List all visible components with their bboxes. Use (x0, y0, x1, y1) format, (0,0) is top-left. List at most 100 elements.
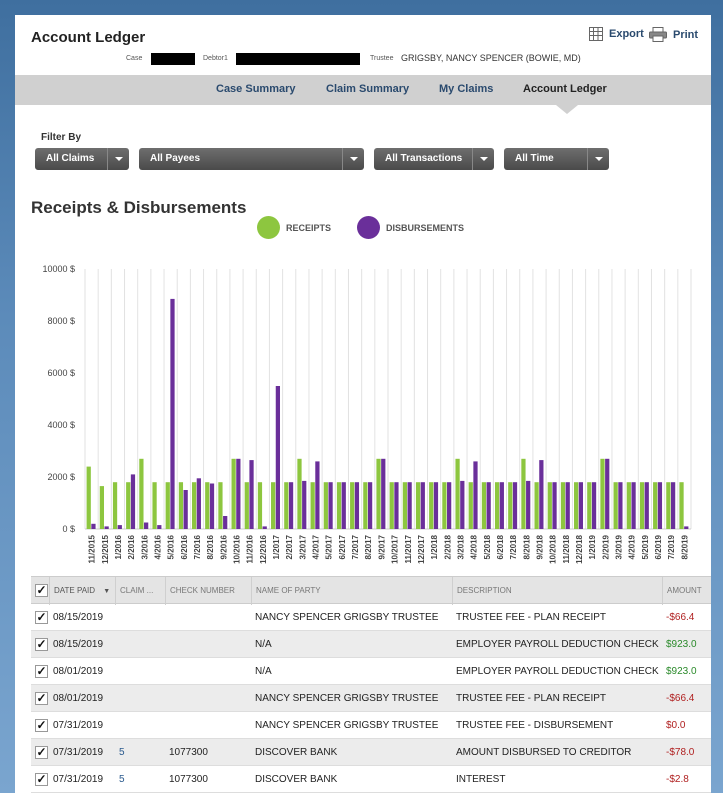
row-checkbox[interactable]: ✓ (35, 637, 48, 651)
table-row[interactable]: ✓ 07/31/2019 NANCY SPENCER GRIGSBY TRUSTEE… (31, 712, 711, 739)
cell-description: TRUSTEE FEE - PLAN RECEIPT (456, 612, 607, 623)
receipts-bar (310, 482, 315, 529)
table-row[interactable]: ✓ 08/15/2019 NANCY SPENCER GRIGSBY TRUSTEE… (31, 604, 711, 631)
cell-description: AMOUNT DISBURSED TO CREDITOR (456, 747, 632, 758)
table-row[interactable]: ✓ 08/15/2019 N/A EMPLOYER PAYROLL DEDUCTION… (31, 631, 711, 658)
cell-claim[interactable] (119, 685, 165, 712)
tab-account-ledger[interactable]: Account Ledger (523, 83, 607, 95)
x-tick-label: 1/2019 (588, 534, 597, 559)
redacted-case-number (151, 53, 195, 65)
cell-claim[interactable] (119, 604, 165, 631)
col-claim[interactable]: CLAIM ... (115, 577, 165, 605)
cell-amount: $0.0 (666, 720, 686, 731)
x-tick-label: 9/2016 (219, 534, 228, 559)
table-header: ✓ DATE PAID ▼ CLAIM ... CHECK NUMBER NAM… (31, 576, 711, 605)
export-button[interactable]: Export (589, 27, 644, 41)
legend-disbursements[interactable]: DISBURSEMENTS (357, 216, 464, 239)
col-name-of-party[interactable]: NAME OF PARTY (251, 577, 452, 605)
disbursements-bar (539, 460, 544, 529)
disbursements-bar (433, 482, 439, 529)
receipts-bar (126, 482, 131, 529)
x-tick-label: 10/2018 (549, 534, 558, 563)
row-checkbox[interactable]: ✓ (35, 772, 48, 786)
page-title: Account Ledger (31, 29, 146, 46)
cell-name-of-party: NANCY SPENCER GRIGSBY TRUSTEE (255, 612, 439, 623)
chevron-down-icon (587, 148, 609, 170)
tab-my-claims[interactable]: My Claims (439, 83, 494, 95)
receipts-bar (205, 482, 210, 529)
chevron-down-icon (107, 148, 129, 170)
receipts-bar (613, 482, 618, 529)
receipts-bar (350, 482, 355, 529)
receipts-bar (639, 482, 645, 529)
table-row[interactable]: ✓ 07/31/2019 5 1077300 DISCOVER BANK INTEREST… (31, 766, 711, 793)
claims-filter-dropdown[interactable]: All Claims (35, 148, 129, 170)
legend-receipts-swatch (257, 216, 280, 239)
receipts-bar (679, 482, 684, 529)
receipts-bar (653, 482, 658, 529)
x-tick-label: 3/2019 (615, 534, 624, 559)
cell-amount: -$66.4 (666, 693, 695, 704)
receipts-bar (468, 482, 473, 529)
disbursements-bar (394, 482, 399, 529)
col-amount[interactable]: AMOUNT (662, 577, 711, 605)
receipts-bar (178, 482, 184, 529)
payees-filter-value: All Payees (150, 153, 201, 164)
table-row[interactable]: ✓ 07/31/2019 5 1077300 DISCOVER BANK AMOUNT D… (31, 739, 711, 766)
cell-date-paid: 07/31/2019 (53, 747, 104, 758)
cell-name-of-party: DISCOVER BANK (255, 774, 338, 785)
cell-claim[interactable] (119, 658, 165, 685)
legend-receipts[interactable]: RECEIPTS (257, 216, 331, 239)
ledger-nav: Case Summary Claim Summary My Claims Acc… (15, 75, 711, 105)
time-filter-value: All Time (515, 153, 554, 164)
x-tick-label: 3/2018 (456, 534, 465, 559)
cell-claim[interactable]: 5 (119, 747, 125, 758)
print-button[interactable]: Print (649, 27, 698, 42)
table-row[interactable]: ✓ 08/01/2019 NANCY SPENCER GRIGSBY TRUSTEE… (31, 685, 711, 712)
tab-claim-summary[interactable]: Claim Summary (326, 83, 410, 95)
time-filter-dropdown[interactable]: All Time (504, 148, 609, 170)
x-tick-label: 12/2018 (575, 534, 584, 563)
payees-filter-dropdown[interactable]: All Payees (139, 148, 364, 170)
row-checkbox[interactable]: ✓ (35, 610, 48, 624)
transactions-filter-dropdown[interactable]: All Transactions (374, 148, 494, 170)
sort-desc-icon: ▼ (103, 588, 111, 595)
row-checkbox[interactable]: ✓ (35, 745, 48, 759)
receipts-bar (297, 458, 302, 529)
receipts-bar (626, 482, 631, 529)
receipts-bar (587, 482, 592, 529)
disbursements-bar (512, 482, 518, 529)
receipts-bar (99, 486, 104, 529)
x-tick-label: 1/2017 (272, 534, 281, 559)
select-all-checkbox[interactable]: ✓ (35, 583, 48, 597)
spreadsheet-icon (589, 27, 603, 41)
x-tick-label: 6/2016 (180, 534, 189, 559)
disbursements-bar (130, 474, 136, 529)
table-row[interactable]: ✓ 08/01/2019 N/A EMPLOYER PAYROLL DEDUCTION… (31, 658, 711, 685)
cell-claim[interactable]: 5 (119, 774, 125, 785)
disbursements-bar (223, 516, 228, 529)
row-checkbox[interactable]: ✓ (35, 691, 48, 705)
col-date-paid[interactable]: DATE PAID ▼ (49, 577, 115, 605)
cell-amount: $923.0 (666, 639, 697, 650)
printer-icon (649, 27, 667, 42)
receipts-bar (429, 482, 434, 529)
disbursements-bar (262, 526, 267, 529)
cell-date-paid: 08/15/2019 (53, 612, 104, 623)
cell-claim[interactable] (119, 712, 165, 739)
receipts-bar (112, 482, 118, 529)
receipts-bar (86, 466, 91, 529)
x-tick-label: 2/2016 (127, 534, 136, 559)
trustee-label: Trustee (370, 55, 394, 62)
col-description[interactable]: DESCRIPTION (452, 577, 662, 605)
row-checkbox[interactable]: ✓ (35, 664, 48, 678)
col-check-number[interactable]: CHECK NUMBER (165, 577, 251, 605)
print-label: Print (673, 28, 699, 41)
x-tick-label: 12/2016 (259, 534, 268, 563)
x-tick-label: 5/2018 (483, 534, 492, 559)
x-tick-label: 11/2017 (404, 534, 413, 563)
row-checkbox[interactable]: ✓ (35, 718, 48, 732)
cell-claim[interactable] (119, 631, 165, 658)
x-tick-label: 10/2016 (233, 534, 242, 563)
tab-case-summary[interactable]: Case Summary (216, 83, 296, 95)
